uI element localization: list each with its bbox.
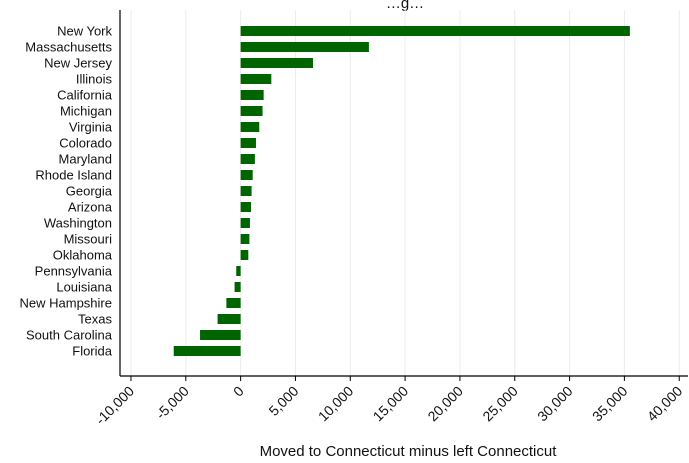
plot-frame	[119, 10, 688, 377]
category-label: Rhode Island	[35, 168, 112, 183]
category-label: Oklahoma	[53, 248, 113, 263]
bar	[240, 234, 250, 244]
x-tick-label: 20,000	[424, 383, 466, 425]
x-tick-label: 40,000	[644, 383, 686, 425]
bar	[240, 202, 252, 212]
grid-lines	[130, 10, 680, 376]
category-label: South Carolina	[26, 328, 113, 343]
x-tick-label: 15,000	[370, 383, 412, 425]
category-label: Illinois	[76, 72, 113, 87]
category-label: Massachusetts	[25, 40, 112, 55]
bar	[217, 314, 241, 324]
x-tick-label: 35,000	[589, 383, 631, 425]
bar	[240, 74, 272, 84]
category-label: New Hampshire	[20, 296, 112, 311]
category-label: Georgia	[66, 184, 113, 199]
category-label: Colorado	[59, 136, 112, 151]
x-axis-ticks: -10,000 -5,000 0 5,000 10,000 15,000 20,000 25,…	[92, 376, 685, 428]
category-label: Pennsylvania	[35, 264, 113, 279]
category-label: Missouri	[64, 232, 113, 247]
category-label: Louisiana	[56, 280, 112, 295]
bar	[240, 218, 250, 228]
bar	[240, 186, 252, 196]
x-tick-label: 5,000	[265, 383, 301, 419]
x-tick-label: -10,000	[92, 383, 137, 428]
bar	[236, 266, 241, 276]
bar	[240, 170, 253, 180]
bar	[240, 154, 255, 164]
bars	[173, 26, 630, 356]
bar	[234, 282, 241, 292]
bar	[240, 42, 369, 52]
bar	[200, 330, 241, 340]
bar	[226, 298, 241, 308]
category-label: Texas	[78, 312, 112, 327]
bar	[240, 138, 256, 148]
chart-title: …g…	[386, 0, 424, 12]
x-tick-label: 10,000	[315, 383, 357, 425]
category-label: New Jersey	[44, 56, 112, 71]
category-label: Maryland	[59, 152, 112, 167]
category-label: California	[57, 88, 113, 103]
bar	[240, 250, 249, 260]
x-tick-label: 25,000	[479, 383, 521, 425]
bar	[240, 122, 260, 132]
bar	[240, 26, 630, 36]
bar	[240, 106, 263, 116]
category-label: Washington	[44, 216, 112, 231]
x-tick-label: 0	[230, 383, 247, 400]
x-tick-label: 30,000	[534, 383, 576, 425]
bar	[240, 58, 313, 68]
category-label: Virginia	[69, 120, 113, 135]
bar	[173, 346, 241, 356]
x-tick-label: -5,000	[153, 383, 193, 423]
x-axis-title: Moved to Connecticut minus left Connecti…	[260, 443, 558, 460]
category-label: New York	[57, 24, 112, 39]
category-label: Florida	[72, 344, 113, 359]
category-label: Michigan	[60, 104, 112, 119]
bar	[240, 90, 264, 100]
category-label: Arizona	[68, 200, 113, 215]
